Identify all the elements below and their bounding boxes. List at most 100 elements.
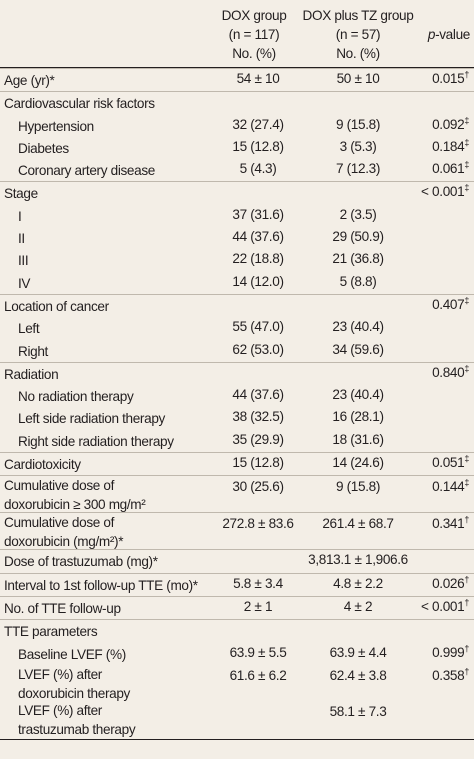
row-label: No radiation therapy bbox=[18, 387, 134, 406]
p-value-number: 0.358 bbox=[432, 667, 465, 683]
table-row: Diabetes 15 (12.8) 3 (5.3) 0.184‡ bbox=[0, 137, 474, 159]
p-value: < 0.001† bbox=[421, 598, 469, 614]
p-value-test-mark: ‡ bbox=[464, 137, 469, 148]
row-label: II bbox=[18, 229, 25, 248]
row-label-line: No radiation therapy bbox=[18, 389, 134, 405]
tz-value: 63.9 ± 4.4 bbox=[329, 644, 387, 660]
row-label: I bbox=[18, 207, 22, 226]
table-header: DOX group (n = 117) No. (%) DOX plus TZ … bbox=[0, 0, 474, 68]
p-value-test-mark: † bbox=[464, 69, 469, 80]
p-value: 0.026† bbox=[432, 575, 469, 591]
row-label: Hypertension bbox=[18, 117, 94, 136]
tz-value: 18 (31.6) bbox=[332, 431, 384, 447]
p-value-test-mark: † bbox=[464, 666, 469, 677]
tz-value: 2 (3.5) bbox=[339, 206, 377, 222]
row-label-line: Right bbox=[18, 343, 48, 359]
dox-value: 61.6 ± 6.2 bbox=[229, 667, 287, 683]
p-value-number: 0.051 bbox=[432, 455, 465, 471]
p-value-number: 0.184 bbox=[432, 138, 465, 154]
row-label-line: Stage bbox=[4, 186, 38, 202]
tz-value: 21 (36.8) bbox=[332, 251, 384, 267]
row-label-line: Coronary artery disease bbox=[18, 163, 156, 179]
p-value-number: 0.341 bbox=[432, 516, 465, 532]
row-label-line: III bbox=[18, 253, 29, 269]
row-label-line: doxorubicin therapy bbox=[18, 685, 130, 701]
table-row: Cumulative dose of doxorubicin ≥ 300 mg/m… bbox=[0, 475, 474, 512]
p-value-test-mark: ‡ bbox=[464, 453, 469, 464]
bottom-rule bbox=[0, 739, 474, 740]
row-label: Location of cancer bbox=[4, 297, 109, 316]
header-dox-line: (n = 117) bbox=[228, 27, 280, 42]
row-label-line: Cardiotoxicity bbox=[4, 457, 81, 473]
row-label: TTE parameters bbox=[4, 622, 98, 641]
row-label-line: Left bbox=[18, 321, 40, 337]
tz-value: 58.1 ± 7.3 bbox=[329, 703, 387, 719]
dox-value: 44 (37.6) bbox=[232, 229, 284, 245]
row-label-line: LVEF (%) after bbox=[18, 702, 102, 718]
row-label-line: Left side radiation therapy bbox=[18, 411, 165, 427]
dox-value: 2 ± 1 bbox=[243, 598, 273, 614]
tz-value: 261.4 ± 68.7 bbox=[322, 516, 394, 532]
row-label-line: Age (yr)* bbox=[4, 73, 55, 88]
row-label: Diabetes bbox=[18, 139, 69, 158]
p-value-number: < 0.001 bbox=[421, 184, 465, 200]
row-label: Radiation bbox=[4, 365, 59, 384]
table-row: Right 62 (53.0) 34 (59.6) bbox=[0, 340, 474, 362]
table-row: Age (yr)* 54 ± 10 50 ± 10 0.015† bbox=[0, 68, 474, 91]
row-label: Coronary artery disease bbox=[18, 161, 155, 180]
tz-value: 50 ± 10 bbox=[336, 71, 380, 86]
row-label-line: doxorubicin (mg/m²)* bbox=[4, 534, 124, 550]
p-value-number: 0.407 bbox=[432, 296, 465, 312]
dox-value: 38 (32.5) bbox=[232, 409, 284, 425]
dox-value: 5 (4.3) bbox=[239, 161, 277, 177]
dox-value: 37 (31.6) bbox=[232, 206, 284, 222]
p-value: 0.144‡ bbox=[432, 478, 469, 494]
header-tz-line: DOX plus TZ group bbox=[302, 8, 414, 23]
row-label-line: Radiation bbox=[4, 366, 59, 382]
p-value-number: 0.092 bbox=[432, 116, 465, 132]
p-value: 0.092‡ bbox=[432, 116, 469, 132]
table-row: Cumulative dose of doxorubicin (mg/m²)* 27… bbox=[0, 512, 474, 549]
row-label: Dose of trastuzumab (mg)* bbox=[4, 552, 158, 571]
row-label-line: Hypertension bbox=[18, 118, 94, 134]
header-rule bbox=[0, 67, 474, 68]
row-label-line: Location of cancer bbox=[4, 298, 109, 314]
dox-value: 35 (29.9) bbox=[232, 431, 284, 447]
table-row: Radiation 0.840‡ bbox=[0, 361, 474, 385]
header-tz-line: No. (%) bbox=[336, 46, 380, 61]
tz-value: 23 (40.4) bbox=[332, 319, 384, 335]
header-dox-line: DOX group bbox=[221, 8, 287, 23]
p-value-test-mark: † bbox=[464, 643, 469, 653]
row-label: LVEF (%) after doxorubicin therapy bbox=[18, 665, 130, 703]
row-label-line: I bbox=[18, 208, 22, 224]
table-row: Location of cancer 0.407‡ bbox=[0, 293, 474, 317]
row-label: Baseline LVEF (%) bbox=[18, 645, 126, 664]
p-value: 0.341† bbox=[432, 515, 469, 532]
row-label: Cumulative dose of doxorubicin ≥ 300 mg/m… bbox=[4, 476, 146, 514]
dox-value: 32 (27.4) bbox=[232, 116, 284, 132]
tz-value: 4.8 ± 2.2 bbox=[333, 575, 383, 591]
tz-value: 3,813.1 ± 1,906.6 bbox=[308, 552, 408, 568]
tz-value: 9 (15.8) bbox=[335, 479, 381, 495]
p-value: 0.840‡ bbox=[432, 364, 469, 380]
row-label: Cumulative dose of doxorubicin (mg/m²)* bbox=[4, 513, 124, 551]
row-label-line: Cumulative dose of bbox=[4, 478, 115, 494]
row-label-line: Baseline LVEF (%) bbox=[18, 646, 126, 662]
table-row: IV 14 (12.0) 5 (8.8) bbox=[0, 272, 474, 294]
tz-value: 9 (15.8) bbox=[335, 116, 381, 132]
p-value-number: 0.026 bbox=[432, 575, 465, 591]
row-label: Right side radiation therapy bbox=[18, 432, 174, 451]
tz-value: 62.4 ± 3.8 bbox=[329, 667, 387, 683]
row-label-line: trastuzumab therapy bbox=[18, 721, 136, 737]
table-row: II 44 (37.6) 29 (50.9) bbox=[0, 227, 474, 249]
dox-value: 22 (18.8) bbox=[232, 251, 284, 267]
row-label: IV bbox=[18, 274, 31, 293]
dox-value: 15 (12.8) bbox=[232, 138, 284, 154]
dox-value: 15 (12.8) bbox=[232, 455, 284, 471]
row-label-line: Cumulative dose of bbox=[4, 515, 115, 531]
table-body: Age (yr)* 54 ± 10 50 ± 10 0.015† Cardiovascu… bbox=[0, 68, 474, 737]
p-value-number: 0.061 bbox=[432, 161, 465, 177]
p-value-number: < 0.001 bbox=[421, 598, 465, 614]
tz-value: 34 (59.6) bbox=[332, 341, 384, 357]
table-row: Hypertension 32 (27.4) 9 (15.8) 0.092‡ bbox=[0, 115, 474, 137]
